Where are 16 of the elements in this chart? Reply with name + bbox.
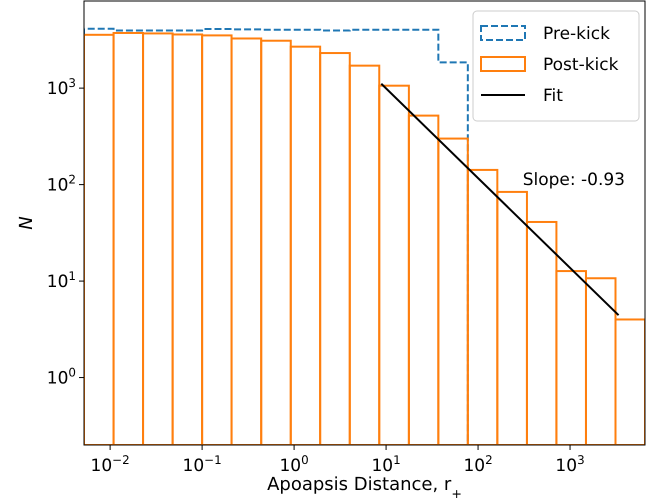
legend-label: Pre-kick — [543, 24, 610, 44]
legend-label: Post-kick — [543, 55, 619, 75]
x-tick-label: 10$^{2}$ — [463, 453, 493, 476]
legend-label: Fit — [543, 86, 564, 106]
y-tick-label: 10$^{3}$ — [46, 76, 76, 100]
x-axis-title: Apoapsis Distance, r$_{+}$ — [267, 474, 462, 500]
y-axis-title: N — [16, 216, 37, 230]
y-tick-label: 10$^{2}$ — [46, 172, 76, 196]
x-tick-label: 10$^{−1}$ — [182, 453, 222, 476]
x-tick-label: 10$^{−2}$ — [90, 453, 130, 476]
x-tick-label: 10$^{1}$ — [371, 453, 401, 476]
x-tick-label: 10$^{3}$ — [555, 453, 585, 476]
y-tick-label: 10$^{1}$ — [46, 269, 76, 292]
y-tick-label: 10$^{0}$ — [46, 366, 76, 389]
x-tick-label: 10$^{0}$ — [279, 453, 309, 476]
annotation: Slope: -0.93 — [522, 170, 625, 190]
